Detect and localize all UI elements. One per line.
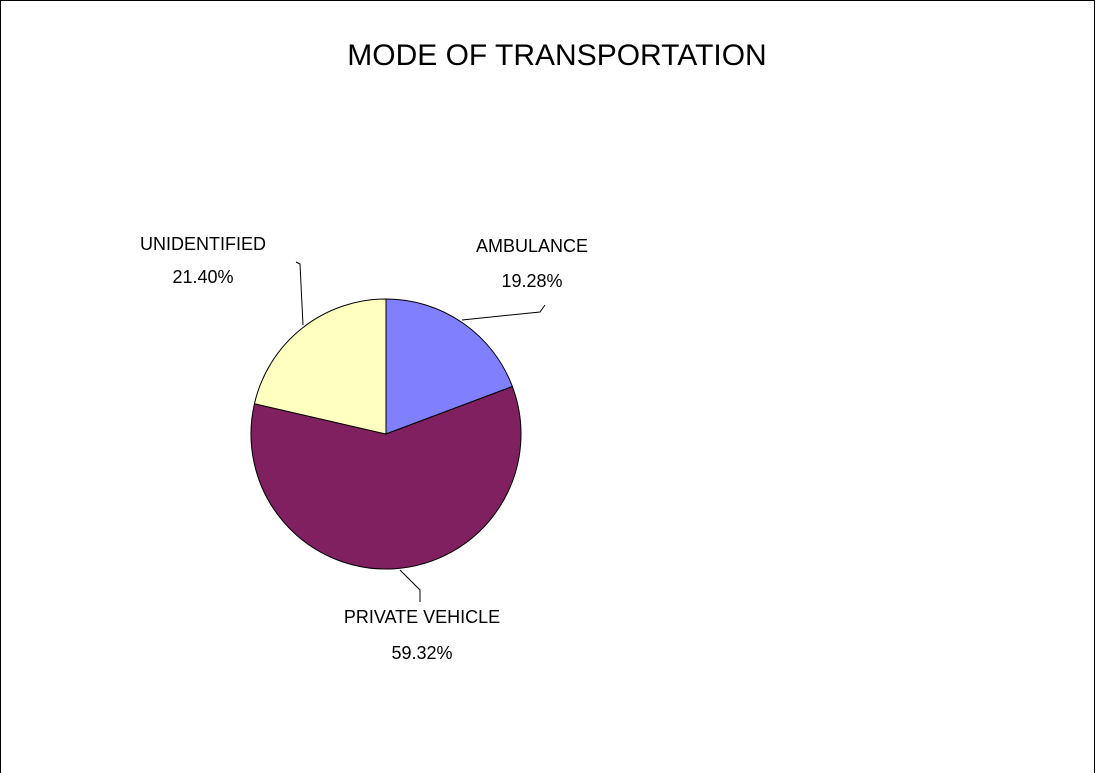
slice-label: PRIVATE VEHICLE [344,607,500,627]
pie-slice [385,298,514,435]
pie-slice [253,298,387,435]
chart-title: MODE OF TRANSPORTATION [347,39,766,72]
slice-label: UNIDENTIFIED [140,234,266,254]
leader-line [399,569,421,602]
leader-line [295,261,304,326]
slice-value-label: 19.28% [501,271,562,291]
pie-slice [250,385,522,570]
slice-value-label: 21.40% [172,267,233,287]
slice-label: AMBULANCE [476,236,588,256]
slice-value-label: 59.32% [391,643,452,663]
leader-line [461,304,546,321]
